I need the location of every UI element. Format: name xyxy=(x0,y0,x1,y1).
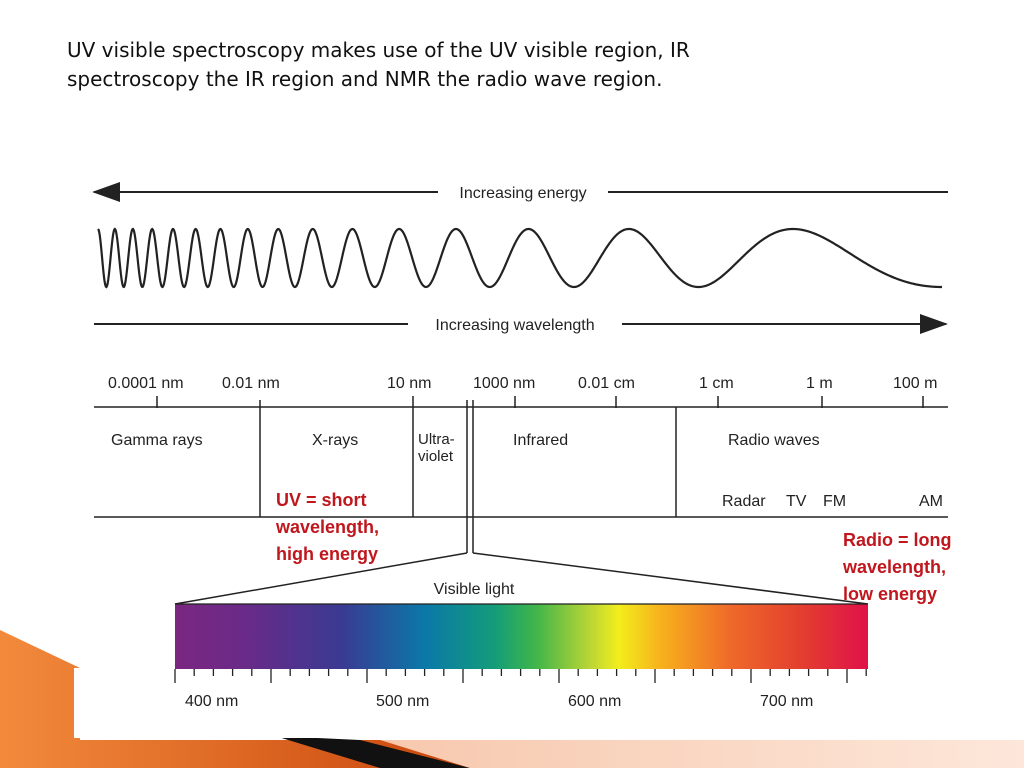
region-ultraviolet-line2: violet xyxy=(418,448,454,465)
visible-scale-label: 700 nm xyxy=(760,693,813,710)
caption-line: UV visible spectroscopy makes use of the… xyxy=(67,38,690,62)
radio-band-am: AM xyxy=(919,493,943,510)
orange-swoosh xyxy=(0,630,470,768)
scale-label: 1 m xyxy=(806,375,833,392)
scale-label: 10 nm xyxy=(387,375,431,392)
visible-light-label: Visible light xyxy=(434,581,515,598)
radio-band-radar: Radar xyxy=(722,493,766,510)
radio-annotation: Radio = long wavelength, low energy xyxy=(843,527,952,608)
peach-band xyxy=(380,740,1024,768)
caption-line: spectroscopy the IR region and NMR the r… xyxy=(67,67,663,91)
scale-label: 1 cm xyxy=(699,375,734,392)
visible-spectrum-bar xyxy=(175,604,868,669)
region-table xyxy=(94,400,948,553)
radio-band-fm: FM xyxy=(823,493,846,510)
em-wave xyxy=(97,227,942,289)
scale-ticks xyxy=(156,396,924,408)
region-x-rays: X-rays xyxy=(312,432,358,449)
region-infrared: Infrared xyxy=(513,432,568,449)
radio-band-tv: TV xyxy=(786,493,807,510)
scale-label: 100 m xyxy=(893,375,937,392)
slide-caption: UV visible spectroscopy makes use of the… xyxy=(67,36,927,94)
uv-annotation-line: high energy xyxy=(276,544,379,564)
scale-label: 1000 nm xyxy=(473,375,535,392)
region-radio-waves: Radio waves xyxy=(728,432,820,449)
radio-annotation-line: wavelength, xyxy=(843,557,947,577)
uv-annotation-line: UV = short xyxy=(276,490,367,510)
wavelength-arrow-label: Increasing wavelength xyxy=(435,317,594,334)
visible-fan-lines xyxy=(174,552,869,605)
region-gamma-rays: Gamma rays xyxy=(111,432,203,449)
region-ultraviolet-line1: Ultra- xyxy=(418,431,455,448)
visible-scale-label: 500 nm xyxy=(376,693,429,710)
visible-scale-ticks xyxy=(174,669,867,683)
uv-annotation-line: wavelength, xyxy=(276,517,380,537)
black-swoosh xyxy=(275,736,470,768)
scale-label: 0.01 nm xyxy=(222,375,280,392)
visible-scale-label: 400 nm xyxy=(185,693,238,710)
energy-arrow-label: Increasing energy xyxy=(459,185,586,202)
visible-scale-label: 600 nm xyxy=(568,693,621,710)
radio-annotation-line: Radio = long xyxy=(843,530,952,550)
scale-label: 0.01 cm xyxy=(578,375,635,392)
radio-annotation-line: low energy xyxy=(843,584,938,604)
uv-annotation: UV = short wavelength, high energy xyxy=(276,487,379,568)
scale-label: 0.0001 nm xyxy=(108,375,184,392)
